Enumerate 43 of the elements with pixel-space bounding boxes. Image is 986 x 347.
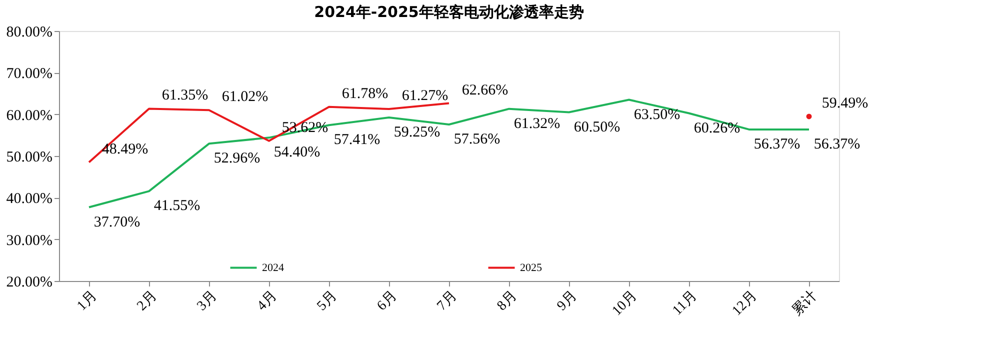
data-label: 60.26% bbox=[694, 120, 740, 136]
x-tick-label: 7月 bbox=[434, 288, 460, 314]
data-label: 60.50% bbox=[574, 119, 620, 136]
x-tick-label: 9月 bbox=[554, 288, 580, 314]
x-tick-label: 5月 bbox=[314, 288, 340, 314]
data-label: 56.37% bbox=[754, 136, 800, 152]
x-tick-label: 累计 bbox=[788, 288, 820, 319]
data-label: 48.49% bbox=[102, 141, 148, 158]
x-tick-label: 3月 bbox=[194, 288, 220, 314]
data-label: 61.32% bbox=[514, 116, 560, 132]
x-tick-label: 8月 bbox=[494, 288, 520, 314]
legend-label: 2024 bbox=[262, 262, 284, 274]
x-tick-label: 4月 bbox=[254, 288, 280, 314]
data-label: 62.66% bbox=[462, 82, 508, 98]
data-label: 61.35% bbox=[162, 88, 208, 104]
y-tick-label: 80.00% bbox=[6, 24, 52, 40]
data-label: 41.55% bbox=[154, 198, 200, 214]
x-tick-label: 2月 bbox=[134, 288, 160, 314]
x-tick-label: 11月 bbox=[670, 288, 700, 319]
data-label: 37.70% bbox=[94, 214, 140, 230]
data-label: 63.50% bbox=[634, 106, 680, 123]
data-label: 59.25% bbox=[394, 124, 440, 140]
data-label: 59.49% bbox=[822, 95, 868, 112]
data-label: 56.37% bbox=[814, 136, 860, 152]
x-tick-label: 10月 bbox=[610, 288, 640, 319]
data-label: 52.96% bbox=[214, 150, 260, 167]
data-label: 57.56% bbox=[454, 132, 500, 148]
y-tick-label: 20.00% bbox=[6, 274, 52, 290]
y-tick-label: 30.00% bbox=[6, 232, 52, 249]
y-tick-label: 70.00% bbox=[6, 66, 52, 82]
legend-label: 2025 bbox=[520, 262, 542, 274]
data-label: 57.41% bbox=[334, 132, 380, 148]
chart-title: 2024年-2025年轻客电动化渗透率走势 bbox=[314, 3, 584, 21]
y-tick-label: 50.00% bbox=[6, 150, 52, 166]
data-label: 61.27% bbox=[402, 88, 448, 104]
data-label: 61.02% bbox=[222, 89, 268, 106]
y-tick-label: 60.00% bbox=[6, 108, 52, 124]
x-tick-label: 6月 bbox=[374, 288, 400, 314]
data-label: 61.78% bbox=[342, 86, 388, 102]
x-tick-label: 1月 bbox=[74, 288, 100, 314]
x-tick-label: 12月 bbox=[730, 288, 760, 319]
data-label: 54.40% bbox=[274, 144, 320, 161]
y-tick-label: 40.00% bbox=[6, 191, 52, 208]
